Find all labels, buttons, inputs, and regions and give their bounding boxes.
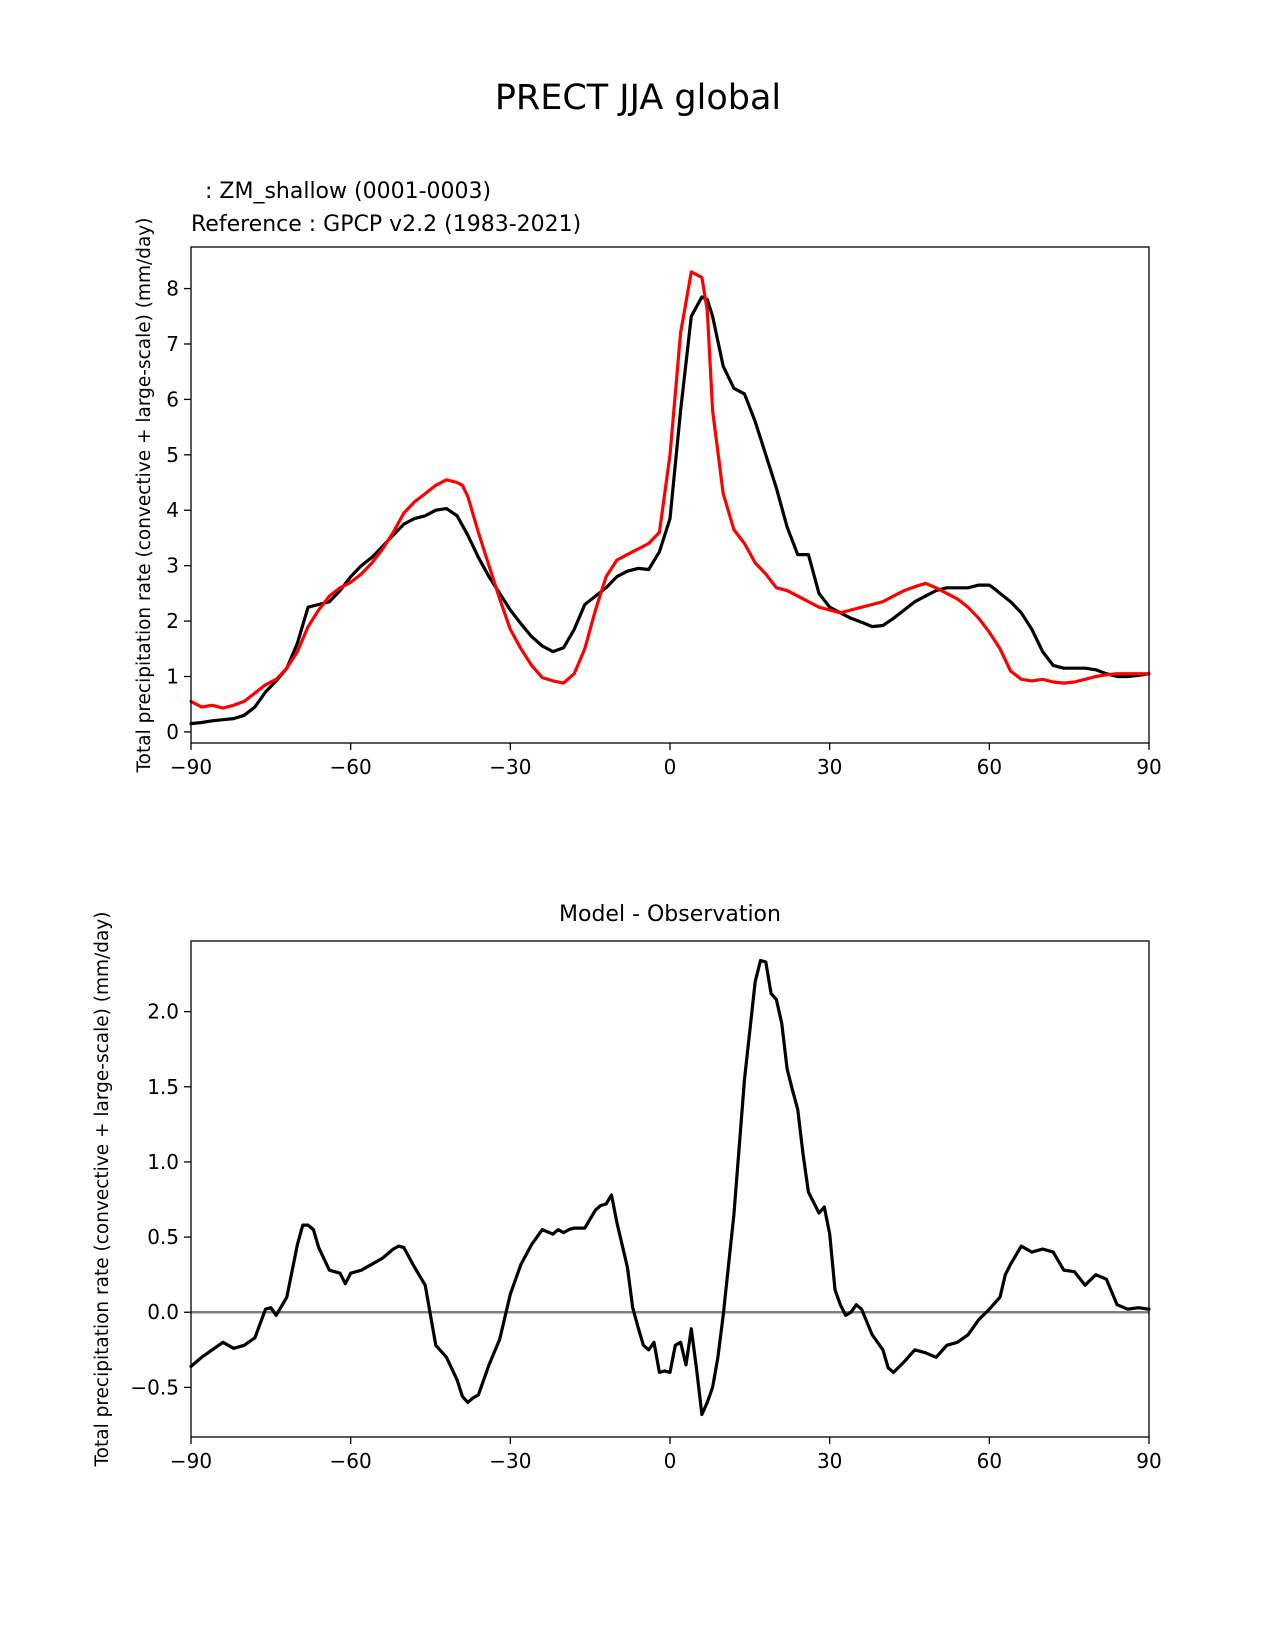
difference-title: Model - Observation	[559, 902, 781, 927]
y-tick-label: 8	[166, 277, 179, 301]
x-tick-label: 0	[664, 755, 677, 779]
y-tick-label: 0	[166, 720, 179, 744]
y-tick-label: 4	[166, 498, 179, 522]
y-tick-label: −0.5	[130, 1375, 179, 1399]
x-tick-label: −60	[330, 1449, 372, 1473]
x-tick-label: −30	[489, 755, 531, 779]
y-tick-label: 5	[166, 443, 179, 467]
y-axis-label: Total precipitation rate (convective + l…	[92, 912, 113, 1468]
x-tick-label: 0	[664, 1449, 677, 1473]
x-tick-label: 30	[817, 1449, 842, 1473]
y-tick-label: 0.5	[147, 1225, 179, 1249]
y-tick-label: 7	[166, 332, 179, 356]
x-tick-label: 60	[977, 755, 1002, 779]
difference-series-line	[189, 958, 1151, 1417]
figure-title: PRECT JJA global	[495, 78, 781, 118]
climatology-panel: : ZM_shallow (0001-0003) Reference : GPC…	[134, 179, 1162, 779]
y-tick-label: 1	[166, 664, 179, 688]
x-tick-label: 30	[817, 755, 842, 779]
x-tick-label: −90	[170, 755, 212, 779]
y-tick-label: 0.0	[147, 1300, 179, 1324]
model-series-line	[189, 295, 1151, 726]
y-tick-label: 2.0	[147, 1000, 179, 1024]
x-tick-label: −30	[489, 1449, 531, 1473]
x-tick-label: 90	[1136, 755, 1161, 779]
plot-area-frame	[190, 940, 1150, 1438]
series-lines	[189, 270, 1151, 726]
test-case-label: : ZM_shallow (0001-0003)	[191, 179, 491, 204]
x-tick-label: −90	[170, 1449, 212, 1473]
difference-panel: Model - Observation Total precipitation …	[92, 902, 1162, 1473]
reference-series-line	[189, 270, 1151, 710]
x-tick-label: 60	[977, 1449, 1002, 1473]
axis-ticks: −90 −60 −30 0 30 60 90 0 1 2 3 4 5 6 7 8	[166, 277, 1161, 779]
x-tick-label: 90	[1136, 1449, 1161, 1473]
y-tick-label: 3	[166, 554, 179, 578]
reference-label: Reference : GPCP v2.2 (1983-2021)	[191, 212, 581, 237]
axis-ticks: −90 −60 −30 0 30 60 90 −0.5 0.0 0.5 1.0 1.5 2.0	[130, 1000, 1161, 1473]
y-tick-label: 1.0	[147, 1150, 179, 1174]
plot-area-frame	[190, 246, 1150, 744]
x-tick-label: −60	[330, 755, 372, 779]
y-tick-label: 2	[166, 609, 179, 633]
series-lines	[189, 958, 1151, 1417]
y-tick-label: 1.5	[147, 1075, 179, 1099]
y-tick-label: 6	[166, 387, 179, 411]
y-axis-label: Total precipitation rate (convective + l…	[134, 218, 155, 774]
